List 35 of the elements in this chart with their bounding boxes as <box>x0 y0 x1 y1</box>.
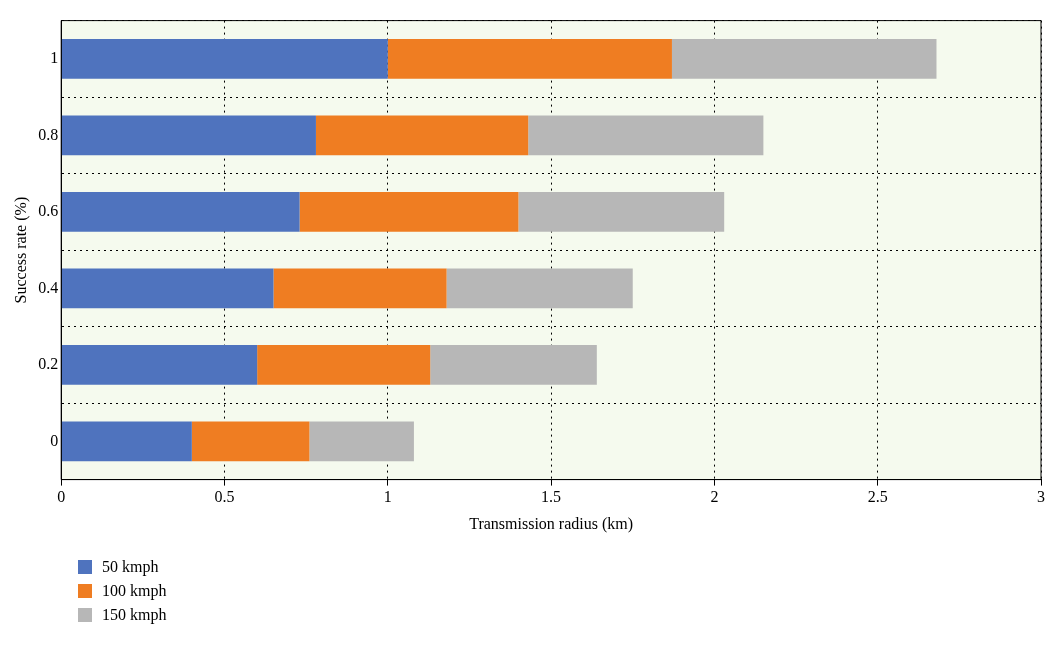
x-tick-label: 0.5 <box>214 488 235 506</box>
bar <box>446 268 633 309</box>
x-tick-label: 3 <box>1037 488 1045 506</box>
x-tick-label: 2 <box>710 488 719 506</box>
legend-label: 100 kmph <box>102 582 167 600</box>
bar <box>61 268 274 309</box>
y-tick-label: 0 <box>50 431 59 449</box>
bar <box>61 344 258 385</box>
bar <box>671 38 937 79</box>
bar <box>61 115 316 156</box>
legend-label: 150 kmph <box>102 606 167 624</box>
y-tick-label: 1 <box>50 49 59 67</box>
legend-label: 50 kmph <box>102 558 159 576</box>
bar <box>273 268 447 309</box>
bar <box>315 115 529 156</box>
bar <box>61 421 192 462</box>
bar <box>191 421 310 462</box>
x-tick-label: 1 <box>383 488 392 506</box>
bar <box>518 191 725 232</box>
y-tick-label: 0.6 <box>38 202 59 220</box>
y-tick-label: 0.8 <box>38 125 59 143</box>
bar <box>299 191 519 232</box>
y-axis-title: Success rate (%) <box>11 196 30 304</box>
y-tick-label: 0.2 <box>38 355 59 373</box>
y-tick-label: 0.4 <box>38 278 59 296</box>
bar <box>257 344 431 385</box>
x-tick-label: 2.5 <box>867 488 888 506</box>
bar <box>309 421 414 462</box>
bar <box>430 344 597 385</box>
bar <box>61 38 388 79</box>
x-tick-label: 1.5 <box>541 488 562 506</box>
bar <box>387 38 672 79</box>
bar <box>528 115 764 156</box>
x-axis-title: Transmission radius (km) <box>469 514 634 533</box>
bar <box>61 191 300 232</box>
